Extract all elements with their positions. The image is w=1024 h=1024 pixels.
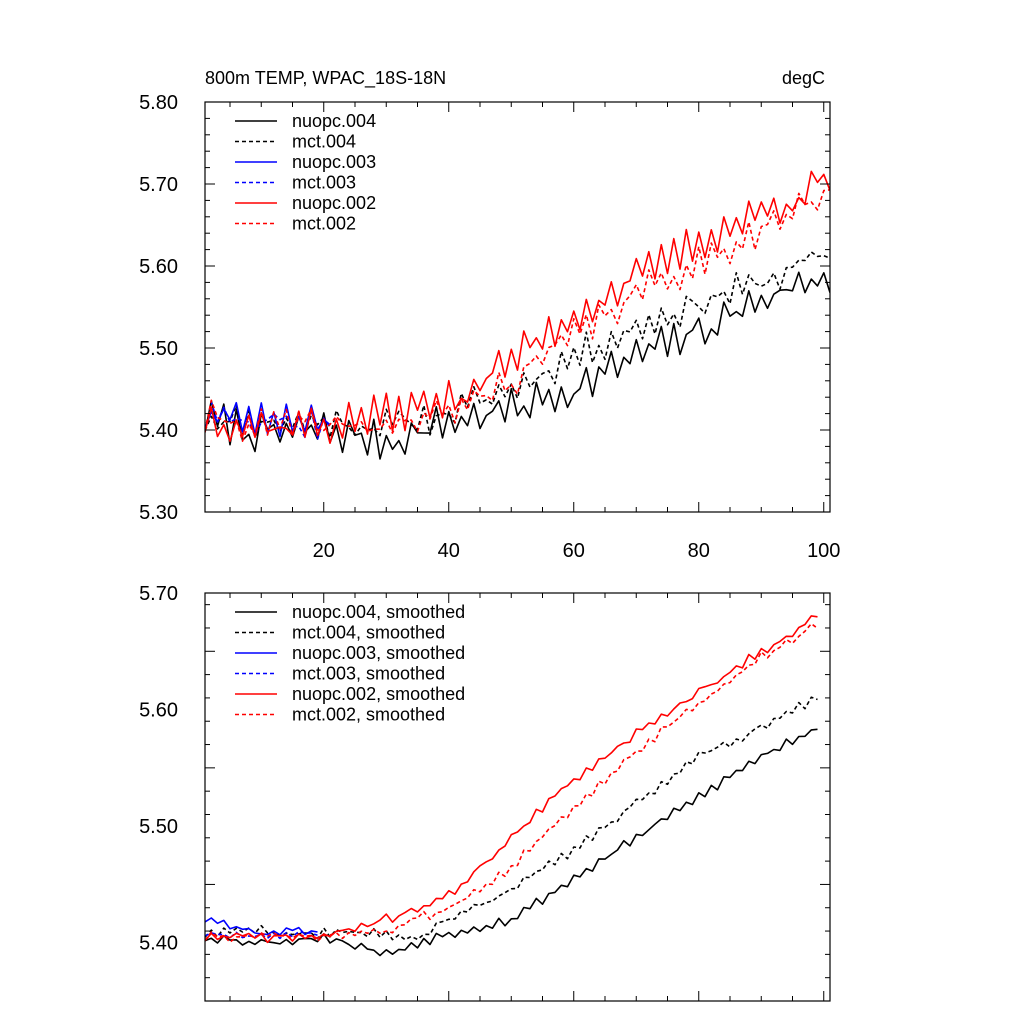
series-line-mct-002-smoothed — [205, 622, 818, 944]
legend-label: mct.002, smoothed — [292, 705, 445, 725]
legend-label: nuopc.003, smoothed — [292, 643, 465, 663]
y-tick-label: 5.50 — [139, 338, 178, 360]
series-line-mct-002 — [205, 189, 830, 443]
x-tick-label: 100 — [807, 540, 840, 562]
series-line-nuopc-002 — [205, 170, 830, 445]
series-line-nuopc-002-smoothed — [205, 615, 818, 944]
plot-area — [205, 170, 830, 460]
plot-frame — [204, 101, 831, 513]
plot-area — [205, 615, 818, 957]
plot-frame — [204, 592, 831, 1002]
x-tick-label: 40 — [438, 540, 460, 562]
x-tick-label: 20 — [313, 540, 335, 562]
y-tick-label: 5.40 — [139, 933, 178, 955]
legend-label: nuopc.004, smoothed — [292, 602, 465, 622]
x-tick-label: 80 — [688, 540, 710, 562]
y-tick-label: 5.60 — [139, 700, 178, 722]
legend-label: nuopc.002, smoothed — [292, 684, 465, 704]
y-tick-label: 5.60 — [139, 256, 178, 278]
y-tick-label: 5.70 — [139, 174, 178, 196]
x-tick-label: 60 — [563, 540, 585, 562]
legend-label: mct.003 — [292, 173, 356, 193]
legend-label: nuopc.002 — [292, 193, 376, 213]
chart-title: 800m TEMP, WPAC_18S-18N — [205, 68, 446, 89]
y-tick-label: 5.70 — [139, 583, 178, 605]
legend-label: mct.003, smoothed — [292, 664, 445, 684]
series-line-nuopc-004 — [205, 271, 830, 460]
y-tick-label: 5.30 — [139, 502, 178, 524]
y-tick-label: 5.80 — [139, 92, 178, 114]
legend-label: nuopc.003 — [292, 152, 376, 172]
y-tick-label: 5.50 — [139, 816, 178, 838]
y-tick-label: 5.40 — [139, 420, 178, 442]
legend-label: mct.002 — [292, 214, 356, 234]
series-line-nuopc-004-smoothed — [205, 728, 818, 957]
legend-label: mct.004, smoothed — [292, 623, 445, 643]
legend-label: mct.004 — [292, 132, 356, 152]
units-label: degC — [782, 68, 825, 88]
series-line-mct-004 — [205, 251, 830, 439]
legend-label: nuopc.004 — [292, 111, 376, 131]
top-panel-raw: 5.30 5.40 5.50 5.60 5.70 5.80 20 40 60 80 100 800m … — [139, 68, 840, 562]
legend: nuopc.004mct.004nuopc.003mct.003nuopc.00… — [235, 111, 376, 234]
